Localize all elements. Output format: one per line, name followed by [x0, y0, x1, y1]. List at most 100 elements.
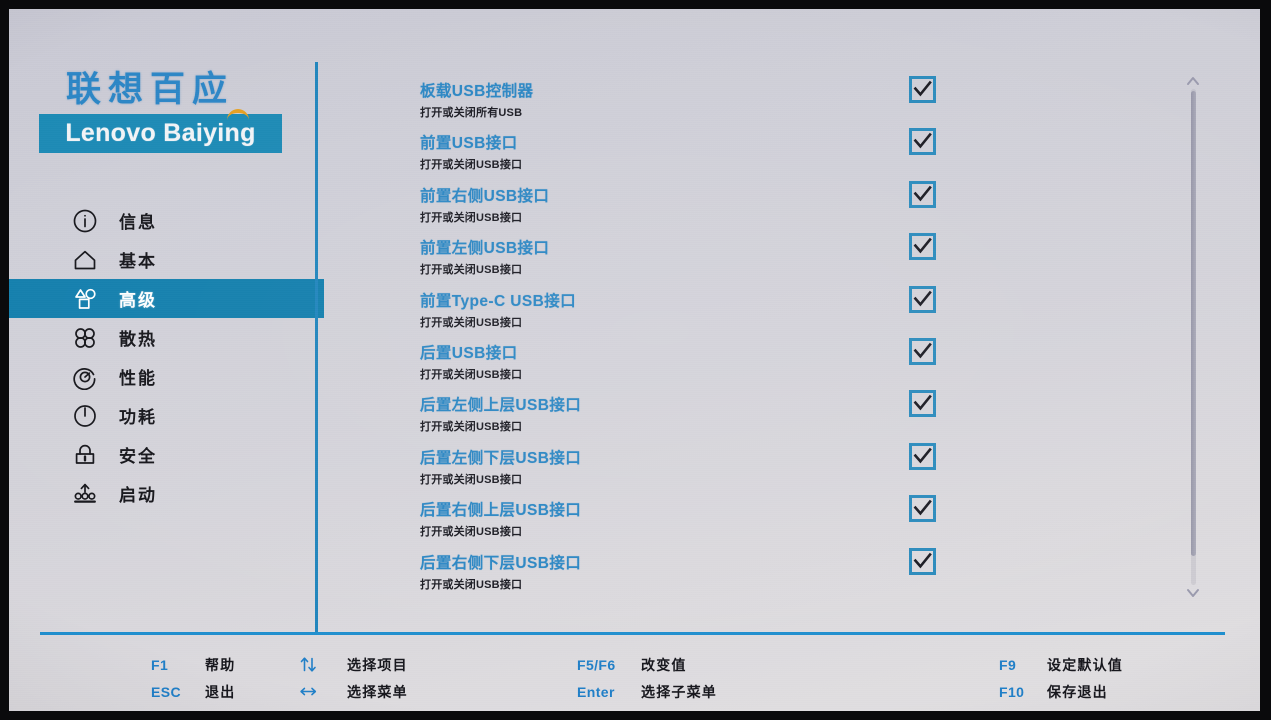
setting-row[interactable]: 后置左侧上层USB接口 打开或关闭USB接口 — [420, 390, 1180, 443]
hotkey-key: F1 — [151, 656, 169, 673]
sidebar-item-label: 散热 — [119, 330, 157, 349]
fan-icon — [72, 325, 98, 351]
hotkey-f5-f6-change-value[interactable]: F5/F6 改变值 — [577, 651, 853, 678]
gauge-icon — [72, 364, 98, 390]
setting-row[interactable]: 前置右侧USB接口 打开或关闭USB接口 — [420, 180, 1180, 234]
hotkey-label: 选择菜单 — [347, 683, 408, 700]
setting-title: 前置Type-C USB接口 — [420, 292, 577, 310]
setting-description: 打开或关闭USB接口 — [420, 316, 523, 329]
brand-chinese-title: 联想百应 — [66, 70, 235, 109]
brand-banner-label: Lenovo Baiying — [65, 119, 256, 147]
setting-description: 打开或关闭USB接口 — [420, 578, 523, 591]
sidebar-item-security[interactable]: 安全 — [9, 435, 316, 474]
vertical-divider — [315, 62, 318, 634]
setting-checkbox[interactable] — [909, 76, 936, 103]
setting-row[interactable]: 前置Type-C USB接口 打开或关闭USB接口 — [420, 285, 1180, 339]
setting-checkbox[interactable] — [909, 233, 936, 261]
hotkey-label: 改变值 — [641, 656, 687, 673]
sidebar-item-cooling[interactable]: 散热 — [9, 318, 316, 357]
setting-checkbox[interactable] — [909, 337, 936, 365]
bezel-right — [1260, 0, 1271, 720]
setting-description: 打开或关闭USB接口 — [420, 368, 523, 381]
setting-row[interactable]: 板载USB控制器 打开或关闭所有USB — [420, 76, 1180, 129]
brand-banner: Lenovo Baiying — [39, 109, 282, 153]
setting-description: 打开或关闭USB接口 — [420, 211, 523, 224]
sidebar-item-label: 信息 — [119, 213, 157, 232]
sidebar-item-label: 性能 — [119, 369, 157, 388]
hotkey-label: 设定默认值 — [1047, 656, 1123, 673]
setting-row[interactable]: 后置右侧上层USB接口 打开或关闭USB接口 — [420, 495, 1180, 548]
scrollbar-thumb[interactable] — [1191, 91, 1196, 556]
brand-accent-arc-icon — [227, 109, 249, 120]
setting-checkbox[interactable] — [909, 128, 936, 156]
chevron-up-icon[interactable] — [1186, 75, 1200, 87]
setting-title: 前置左侧USB接口 — [420, 240, 550, 258]
advanced-shapes-icon — [72, 286, 98, 312]
setting-row[interactable]: 后置USB接口 打开或关闭USB接口 — [420, 337, 1180, 391]
sidebar-item-power[interactable]: 功耗 — [9, 396, 316, 435]
setting-description: 打开或关闭USB接口 — [420, 473, 523, 486]
hotkey-key: Enter — [577, 683, 615, 700]
setting-row[interactable]: 前置左侧USB接口 打开或关闭USB接口 — [420, 233, 1180, 286]
sidebar-nav: 信息 基本 高级 — [9, 201, 324, 513]
hotkey-esc-exit[interactable]: ESC 退出 — [151, 678, 237, 705]
hotkey-enter-submenu[interactable]: Enter 选择子菜单 — [577, 678, 853, 705]
scrollbar[interactable] — [1185, 75, 1201, 599]
setting-title: 后置USB接口 — [420, 344, 518, 362]
hotkey-label: 保存退出 — [1047, 683, 1108, 700]
bezel-left — [0, 0, 9, 720]
sidebar-item-boot[interactable]: 启动 — [9, 474, 316, 513]
sidebar-item-advanced[interactable]: 高级 — [9, 279, 324, 318]
hotkey-f9-defaults[interactable]: F9 设定默认值 — [999, 651, 1173, 678]
bezel-top — [0, 0, 1271, 9]
sidebar-item-basic[interactable]: 基本 — [9, 240, 316, 279]
footer-column-1: F1 帮助 ESC 退出 — [9, 645, 237, 711]
hotkey-label: 选择子菜单 — [641, 683, 717, 700]
sidebar-item-label: 启动 — [119, 486, 157, 505]
hotkey-label: 选择项目 — [347, 656, 408, 673]
hotkey-select-item[interactable]: 选择项目 — [299, 651, 523, 678]
sidebar: 联想百应 Lenovo Baiying 信息 基本 — [9, 9, 324, 629]
left-right-arrows-icon — [299, 683, 341, 701]
setting-checkbox[interactable] — [909, 285, 936, 313]
sidebar-item-label: 安全 — [119, 447, 157, 466]
hotkey-key: F9 — [999, 656, 1017, 673]
home-icon — [72, 247, 98, 273]
setting-checkbox[interactable] — [909, 495, 936, 523]
sidebar-item-info[interactable]: 信息 — [9, 201, 316, 240]
hotkey-f10-save-exit[interactable]: F10 保存退出 — [999, 678, 1173, 705]
hotkey-label: 退出 — [205, 683, 236, 700]
bios-screen: 联想百应 Lenovo Baiying 信息 基本 — [9, 9, 1260, 711]
setting-title: 后置左侧下层USB接口 — [420, 449, 582, 467]
hotkey-f1-help[interactable]: F1 帮助 — [151, 651, 237, 678]
sidebar-item-label: 基本 — [119, 252, 157, 271]
hotkey-key: F10 — [999, 683, 1025, 700]
setting-checkbox[interactable] — [909, 547, 936, 575]
setting-checkbox[interactable] — [909, 180, 936, 208]
hotkey-label: 帮助 — [205, 656, 236, 673]
setting-row[interactable]: 前置USB接口 打开或关闭USB接口 — [420, 128, 1180, 181]
setting-row[interactable]: 后置右侧下层USB接口 打开或关闭USB接口 — [420, 547, 1180, 601]
setting-checkbox[interactable] — [909, 390, 936, 418]
footer-column-2: 选择项目 选择菜单 — [237, 645, 523, 711]
setting-description: 打开或关闭USB接口 — [420, 421, 523, 434]
bezel-bottom — [0, 711, 1271, 720]
hotkey-select-menu[interactable]: 选择菜单 — [299, 678, 523, 705]
hotkey-key: F5/F6 — [577, 656, 616, 673]
chevron-down-icon[interactable] — [1186, 587, 1200, 599]
footer-column-4: F9 设定默认值 F10 保存退出 — [853, 645, 1173, 711]
footer-column-3: F5/F6 改变值 Enter 选择子菜单 — [523, 645, 853, 711]
sidebar-item-performance[interactable]: 性能 — [9, 357, 316, 396]
boot-icon — [72, 481, 98, 507]
hotkey-key: ESC — [151, 683, 181, 700]
setting-title: 后置右侧下层USB接口 — [420, 554, 582, 572]
setting-row[interactable]: 后置左侧下层USB接口 打开或关闭USB接口 — [420, 442, 1180, 496]
setting-description: 打开或关闭USB接口 — [420, 159, 523, 172]
up-down-arrows-icon — [299, 656, 341, 674]
sidebar-item-label: 功耗 — [119, 408, 157, 427]
setting-checkbox[interactable] — [909, 442, 936, 470]
info-circle-icon — [72, 208, 98, 234]
setting-description: 打开或关闭USB接口 — [420, 264, 523, 277]
setting-title: 前置USB接口 — [420, 135, 518, 153]
